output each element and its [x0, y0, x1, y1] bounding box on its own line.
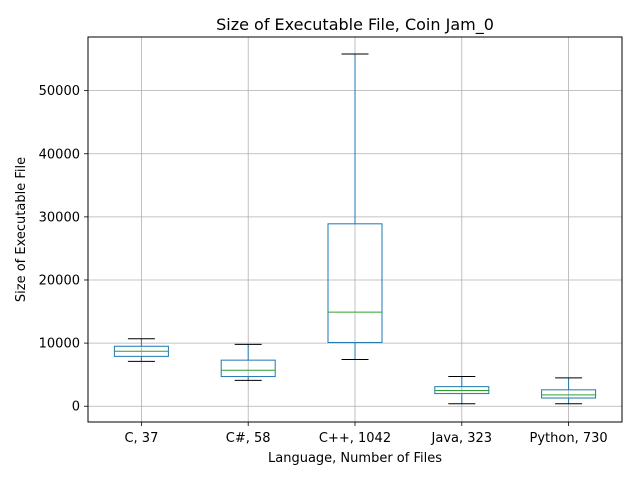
tick-layer: C, 37 C#, 58 C++, 1042 Java, 323 Python, 730… — [39, 84, 608, 446]
chart-title: Size of Executable File, Coin Jam_0 — [216, 15, 494, 35]
x-tick-label: C, 37 — [124, 431, 158, 446]
y-tick-label: 0 — [72, 400, 80, 415]
y-tick-label: 10000 — [39, 337, 80, 352]
x-tick-label: C#, 58 — [226, 431, 271, 446]
x-tick-label: Python, 730 — [530, 431, 608, 446]
box-iqr — [327, 223, 383, 343]
x-axis-label: Language, Number of Files — [268, 451, 442, 466]
x-tick-label: C++, 1042 — [319, 431, 391, 446]
box-layer — [113, 53, 597, 405]
x-tick-label: Java, 323 — [431, 431, 493, 446]
y-tick-label: 20000 — [39, 273, 80, 288]
y-axis-label: Size of Executable File — [14, 157, 29, 302]
y-tick-label: 50000 — [39, 84, 80, 99]
box-iqr — [541, 389, 597, 399]
y-tick-label: 30000 — [39, 210, 80, 225]
y-tick-label: 40000 — [39, 147, 80, 162]
box-iqr — [220, 359, 276, 378]
